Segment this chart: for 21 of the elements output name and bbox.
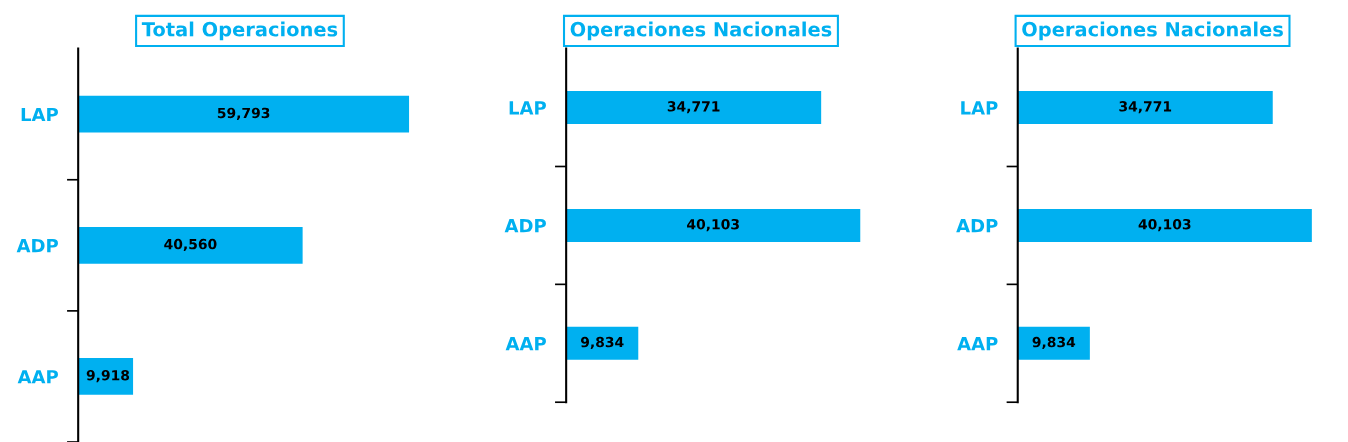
y-tick-label: LAP [509,101,546,115]
y-tick-label: ADP [504,219,546,233]
y-tick-label: ADP [956,219,998,233]
y-tick-label: AAP [505,336,546,351]
y-tick-label: LAP [21,107,58,122]
data-label: 40,103 [1138,218,1191,232]
data-label: 9,834 [1032,336,1076,350]
chart-title: Operaciones Nacionales [570,21,832,41]
data-label: 59,793 [217,107,270,120]
data-label: 40,103 [687,218,739,232]
y-tick-label: LAP [961,101,998,115]
data-label: 40,560 [164,238,217,252]
data-label: 9,834 [580,336,624,350]
y-tick-label: ADP [16,239,58,253]
y-tick-label: AAP [17,370,58,384]
chart-title: Total Operaciones [141,21,338,41]
data-label: 9,918 [86,369,130,383]
data-label: 34,771 [1119,101,1172,114]
y-tick-label: AAP [957,336,998,351]
data-label: 34,771 [667,101,720,114]
chart-title: Operaciones Nacionales [1022,21,1283,41]
